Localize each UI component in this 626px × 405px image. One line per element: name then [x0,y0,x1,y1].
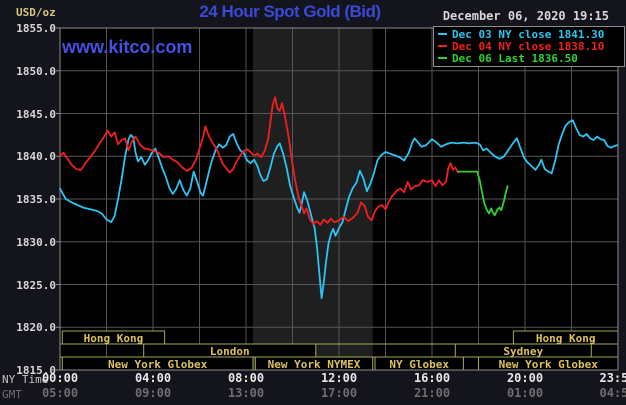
session-label-new-york-nymex: New York NYMEX [267,359,361,370]
x-axis-ny-tick-label: 16:00 [413,371,451,385]
x-axis-ny-tick-label: 04:00 [134,371,172,385]
y-axis-tick-label: 1845.0 [16,107,56,121]
x-axis-gmt-tick-label: 01:00 [506,386,544,400]
x-axis-gmt-tick-label: 05:00 [41,386,79,400]
y-axis-tick-label: 1835.0 [16,193,56,206]
gmt-axis-label: GMT [2,388,22,401]
y-axis-tick-label: 1825.0 [16,278,56,292]
session-label-new-york-globex: New York Globex [498,359,598,370]
legend-label: Dec 03 NY close 1841.30 [452,28,605,41]
page-title: 24 Hour Spot Gold (Bid) [199,2,381,21]
ny-time-axis-label: NY Time [2,373,49,386]
red-dash-icon [438,45,447,47]
x-axis-gmt-tick-label: 04:59 [599,386,626,400]
y-axis-tick-label: 1850.0 [16,64,56,78]
series-line-dec-03 [59,119,619,300]
series-line-dec-06 [457,170,509,217]
session-label-new-york-globex: New York Globex [107,359,208,370]
x-axis-ny-tick-label: 20:00 [506,371,544,385]
cyan-dash-icon [438,33,447,35]
x-axis-ny-tick-label: 08:00 [227,371,265,385]
x-axis-gmt-tick-label: 09:00 [134,386,172,400]
x-axis-gmt-tick-label: 17:00 [320,386,358,400]
session-label-london: London [209,346,250,357]
session-label-sydney: Sydney [503,346,544,357]
x-axis-ny-tick-label: 23:59 [599,371,626,385]
y-axis-tick-label: 1830.0 [16,235,56,249]
x-axis-gmt-tick-label: 13:00 [227,386,265,400]
series-line-dec-04 [59,96,460,226]
x-axis-gmt-tick-label: 21:00 [413,386,451,400]
legend: Dec 03 NY close 1841.30 Dec 04 NY close … [433,26,625,67]
legend-item-dec03: Dec 03 NY close 1841.30 [438,29,604,41]
session-label-hong-kong: Hong Kong [535,333,596,344]
legend-label: Dec 06 Last 1836.50 [452,52,578,65]
y-axis-tick-label: 1855.0 [16,22,56,35]
y-axis-unit-label: USD/oz [16,6,56,19]
y-axis-tick-label: 1840.0 [16,150,56,164]
session-box [61,330,166,345]
kitco-watermark: www.kitco.com [62,37,193,57]
session-label-hong-kong: Hong Kong [83,333,144,344]
green-dash-icon [438,57,447,59]
x-axis-ny-tick-label: 00:00 [41,371,79,385]
y-axis-tick-label: 1815.0 [16,364,56,377]
legend-item-dec06: Dec 06 Last 1836.50 [438,53,578,65]
legend-label: Dec 04 NY close 1838.10 [452,40,605,53]
session-label-ny-globex: NY Globex [389,359,449,370]
x-axis-ny-tick-label: 12:00 [320,371,358,385]
chart-datetime: December 06, 2020 19:15 [442,9,609,23]
y-axis-tick-label: 1820.0 [16,321,56,335]
legend-item-dec04: Dec 04 NY close 1838.10 [438,41,604,53]
